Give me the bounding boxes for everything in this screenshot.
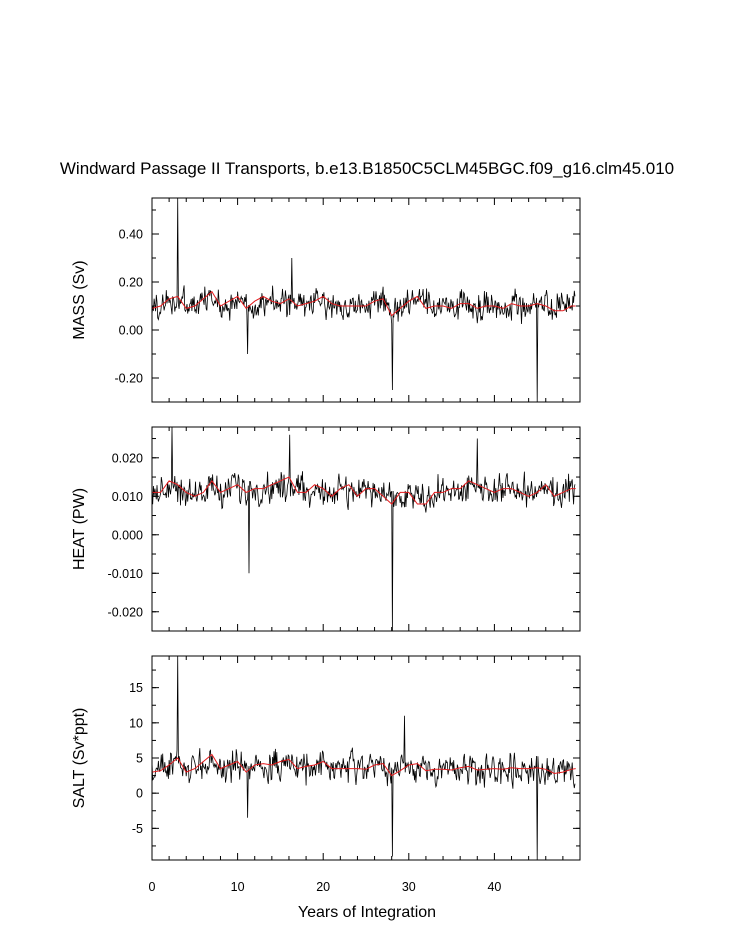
x-tick-label: 20	[316, 880, 330, 894]
mass-series-line	[151, 197, 576, 403]
mass-y-axis-label: MASS (Sv)	[71, 260, 88, 339]
heat-y-axis-label: HEAT (PW)	[71, 488, 88, 570]
heat-series-line	[151, 426, 576, 632]
salt-series-line	[151, 655, 576, 861]
chart-title: Windward Passage II Transports, b.e13.B1…	[60, 159, 674, 178]
mass-y-tick-label: 0.20	[119, 276, 143, 290]
heat-y-tick-label: -0.020	[108, 605, 143, 619]
heat-y-tick-label: -0.010	[108, 567, 143, 581]
panel-heat: -0.020 -0.010 0.000 0.010 0.020 HEAT (PW)	[71, 426, 581, 632]
mass-y-tick-label: 0.40	[119, 228, 143, 242]
x-tick-label: 30	[402, 880, 416, 894]
panel-mass: -0.20 0.00 0.20 0.40 MASS (Sv)	[71, 197, 581, 403]
salt-y-tick-label: 5	[136, 752, 143, 766]
salt-y-axis-label: SALT (Sv*ppt)	[71, 708, 88, 809]
x-tick-label: 0	[149, 880, 156, 894]
panel-salt: -5 0 5 10 15 SALT (Sv*ppt)	[71, 655, 581, 861]
salt-y-tick-label: 0	[136, 787, 143, 801]
x-tick-label: 10	[231, 880, 245, 894]
heat-y-tick-label: 0.000	[112, 528, 143, 542]
mass-smoothed-line	[151, 290, 576, 317]
mass-y-tick-label: -0.20	[115, 372, 144, 386]
panels: -0.20 0.00 0.20 0.40 MASS (Sv) -0.020 -0.010 0.…	[71, 197, 581, 894]
mass-plot-frame	[151, 197, 581, 403]
heat-smoothed-line	[152, 476, 576, 505]
salt-y-tick-label: 10	[129, 716, 143, 730]
salt-smoothed-line	[151, 753, 576, 777]
heat-plot-frame	[151, 426, 581, 632]
heat-y-tick-label: 0.010	[112, 490, 143, 504]
mass-y-tick-label: 0.00	[119, 324, 143, 338]
salt-y-tick-label: 15	[129, 681, 143, 695]
salt-plot-frame	[151, 655, 581, 861]
salt-y-tick-label: -5	[132, 822, 143, 836]
x-axis-label: Years of Integration	[298, 904, 436, 921]
heat-y-tick-label: 0.020	[112, 451, 143, 465]
x-tick-label: 40	[487, 880, 501, 894]
